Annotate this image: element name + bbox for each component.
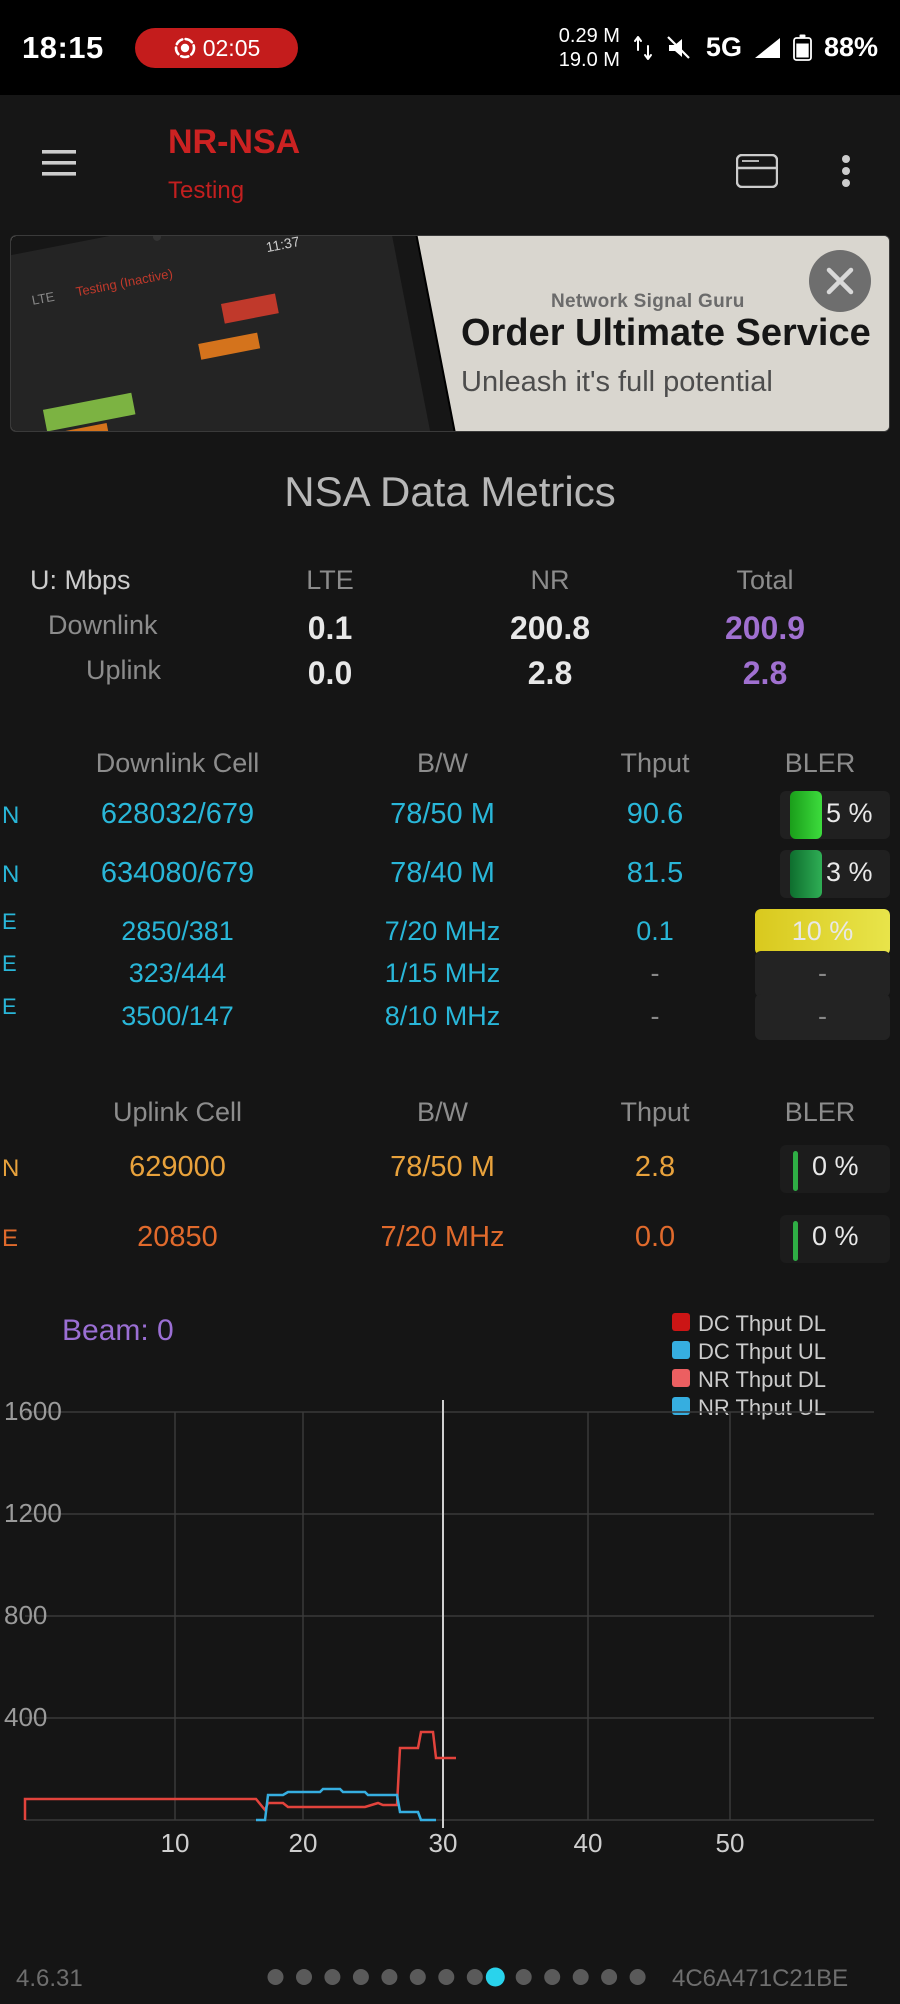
svg-text:800: 800: [4, 1600, 47, 1630]
svg-text:400: 400: [4, 1702, 47, 1732]
svg-text:1200: 1200: [4, 1498, 62, 1528]
svg-text:1600: 1600: [4, 1400, 62, 1426]
svg-text:20: 20: [289, 1828, 318, 1858]
svg-text:50: 50: [716, 1828, 745, 1858]
svg-text:10: 10: [161, 1828, 190, 1858]
svg-text:30: 30: [429, 1828, 458, 1858]
svg-text:40: 40: [574, 1828, 603, 1858]
